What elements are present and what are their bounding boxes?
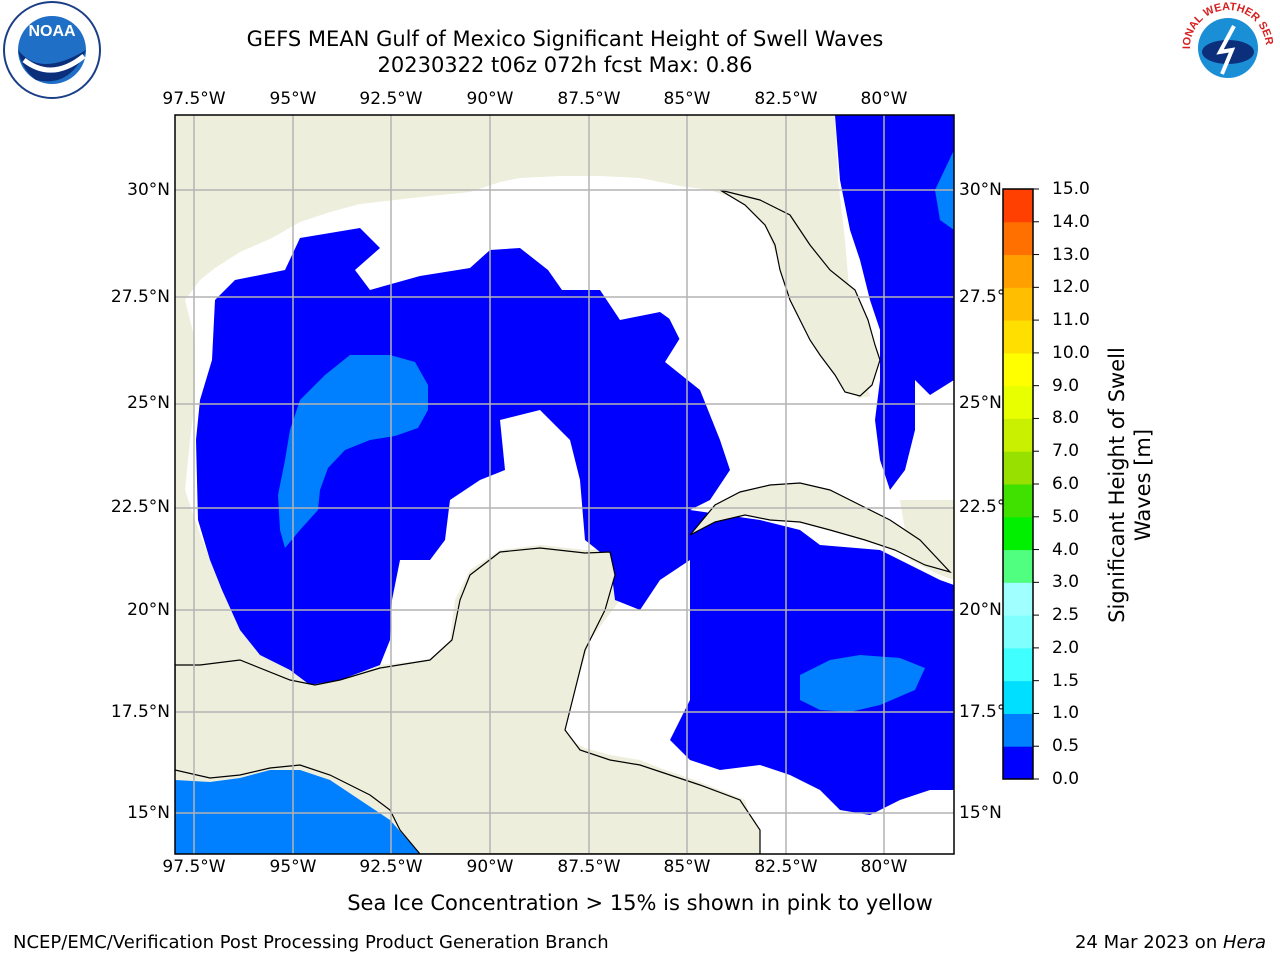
colorbar-segment bbox=[1003, 516, 1033, 551]
swell-gulf-west bbox=[196, 228, 730, 685]
colorbar-segment bbox=[1003, 352, 1033, 387]
colorbar bbox=[1002, 188, 1039, 780]
colorbar-segment bbox=[1003, 582, 1033, 616]
colorbar-label: 15.0 bbox=[1052, 179, 1090, 199]
tick-left-5: 17.5°N bbox=[110, 702, 170, 722]
colorbar-label: 10.0 bbox=[1052, 342, 1090, 363]
colorbar-segment bbox=[1003, 385, 1033, 419]
colorbar-segment bbox=[1003, 189, 1033, 223]
colorbar-label: 9.0 bbox=[1052, 375, 1080, 396]
tick-bottom-1: 95°W bbox=[269, 857, 317, 877]
colorbar-label: 5.0 bbox=[1052, 506, 1080, 527]
colorbar-segment bbox=[1003, 713, 1033, 747]
colorbar-label: 2.0 bbox=[1052, 637, 1080, 658]
tick-left-6: 15°N bbox=[127, 803, 170, 823]
swell-gulf-east-white bbox=[520, 200, 860, 470]
tick-bottom-7: 80°W bbox=[860, 857, 908, 877]
colorbar-segment bbox=[1003, 451, 1033, 485]
colorbar-label: 0.0 bbox=[1052, 769, 1080, 789]
colorbar-segment bbox=[1003, 647, 1033, 682]
colorbar-label: 0.5 bbox=[1052, 736, 1080, 757]
date-text: 24 Mar 2023 on bbox=[1074, 932, 1223, 953]
land-yucatan bbox=[175, 547, 761, 854]
swell-caribbean bbox=[670, 510, 954, 815]
tick-top-2: 92.5°W bbox=[359, 89, 423, 109]
tick-bottom-2: 92.5°W bbox=[359, 857, 423, 877]
tick-bottom-3: 90°W bbox=[466, 857, 514, 877]
chart-title: GEFS MEAN Gulf of Mexico Significant Hei… bbox=[215, 26, 915, 78]
colorbar-label: 6.0 bbox=[1052, 474, 1080, 494]
tick-bottom-5: 85°W bbox=[663, 857, 711, 877]
tick-left-1: 27.5°N bbox=[110, 287, 170, 307]
tick-right-4: 20°N bbox=[959, 600, 1002, 620]
colorbar-label: 2.5 bbox=[1052, 605, 1080, 626]
colorbar-segment bbox=[1003, 746, 1033, 780]
tick-top-1: 95°W bbox=[269, 89, 317, 109]
colorbar-label: 3.0 bbox=[1052, 572, 1080, 593]
tick-top-4: 87.5°W bbox=[557, 89, 621, 109]
tick-left-0: 30°N bbox=[127, 180, 170, 200]
colorbar-label: 12.0 bbox=[1052, 277, 1090, 298]
colorbar-title: Significant Height of Swell Waves [m] bbox=[1104, 315, 1156, 655]
tick-right-6: 15°N bbox=[959, 803, 1002, 823]
colorbar-label: 1.5 bbox=[1052, 670, 1080, 691]
colorbar-segment bbox=[1003, 549, 1033, 583]
colorbar-label: 7.0 bbox=[1052, 441, 1080, 462]
title-line-2: 20230322 t06z 072h fcst Max: 0.86 bbox=[377, 53, 753, 77]
noaa-logo: NOAA bbox=[3, 1, 101, 99]
tick-right-2: 25°N bbox=[959, 393, 1002, 413]
land-cuba bbox=[689, 482, 952, 574]
swell-caribbean-lightblue bbox=[800, 655, 925, 712]
colorbar-segment bbox=[1003, 254, 1033, 288]
title-line-1: GEFS MEAN Gulf of Mexico Significant Hei… bbox=[246, 27, 884, 51]
tick-top-7: 80°W bbox=[860, 89, 908, 109]
tick-bottom-6: 82.5°W bbox=[754, 857, 818, 877]
colorbar-label: 14.0 bbox=[1052, 211, 1090, 232]
colorbar-label: 8.0 bbox=[1052, 408, 1080, 429]
colorbar-title-line-1: Significant Height of Swell bbox=[1105, 347, 1129, 623]
colorbar-segment bbox=[1003, 287, 1033, 321]
tick-left-2: 25°N bbox=[127, 393, 170, 413]
colorbar-segment bbox=[1003, 484, 1033, 518]
colorbar-segment bbox=[1003, 320, 1033, 354]
land-florida bbox=[719, 189, 881, 397]
colorbar-label: 11.0 bbox=[1052, 310, 1090, 331]
tick-bottom-4: 87.5°W bbox=[557, 857, 621, 877]
colorbar-label: 13.0 bbox=[1052, 244, 1090, 265]
colorbar-segment bbox=[1003, 680, 1033, 714]
swell-atlantic bbox=[835, 115, 954, 490]
colorbar-segment bbox=[1003, 615, 1033, 649]
tick-left-4: 20°N bbox=[127, 600, 170, 620]
date-stamp: 24 Mar 2023 on Hera bbox=[1075, 932, 1266, 953]
colorbar-segment bbox=[1003, 418, 1033, 452]
tick-right-0: 30°N bbox=[959, 180, 1002, 200]
tick-bottom-0: 97.5°W bbox=[162, 857, 226, 877]
tick-top-5: 85°W bbox=[663, 89, 711, 109]
top-axis: 97.5°W 95°W 92.5°W 90°W 87.5°W 85°W 82.5… bbox=[0, 89, 1280, 111]
graticule bbox=[175, 115, 954, 854]
map-frame bbox=[174, 114, 955, 855]
tick-left-3: 22.5°N bbox=[110, 497, 170, 517]
nws-logo: NATIONAL WEATHER SERVICE bbox=[1176, 0, 1275, 94]
tick-top-0: 97.5°W bbox=[162, 89, 226, 109]
tick-top-3: 90°W bbox=[466, 89, 514, 109]
left-axis: 30°N 27.5°N 25°N 22.5°N 20°N 17.5°N 15°N bbox=[0, 0, 170, 960]
pacific-water bbox=[175, 770, 420, 854]
noaa-logo-text: NOAA bbox=[28, 23, 76, 40]
tick-top-6: 82.5°W bbox=[754, 89, 818, 109]
colorbar-segment bbox=[1003, 221, 1033, 256]
colorbar-label: 4.0 bbox=[1052, 539, 1080, 560]
sea-ice-footnote-text: Sea Ice Concentration > 15% is shown in … bbox=[347, 891, 933, 915]
bottom-axis: 97.5°W 95°W 92.5°W 90°W 87.5°W 85°W 82.5… bbox=[0, 857, 1280, 879]
colorbar-label: 1.0 bbox=[1052, 703, 1080, 724]
colorbar-title-line-2: Waves [m] bbox=[1131, 428, 1155, 542]
host-text: Hera bbox=[1222, 932, 1266, 953]
credit-text: NCEP/EMC/Verification Post Processing Pr… bbox=[13, 932, 609, 953]
